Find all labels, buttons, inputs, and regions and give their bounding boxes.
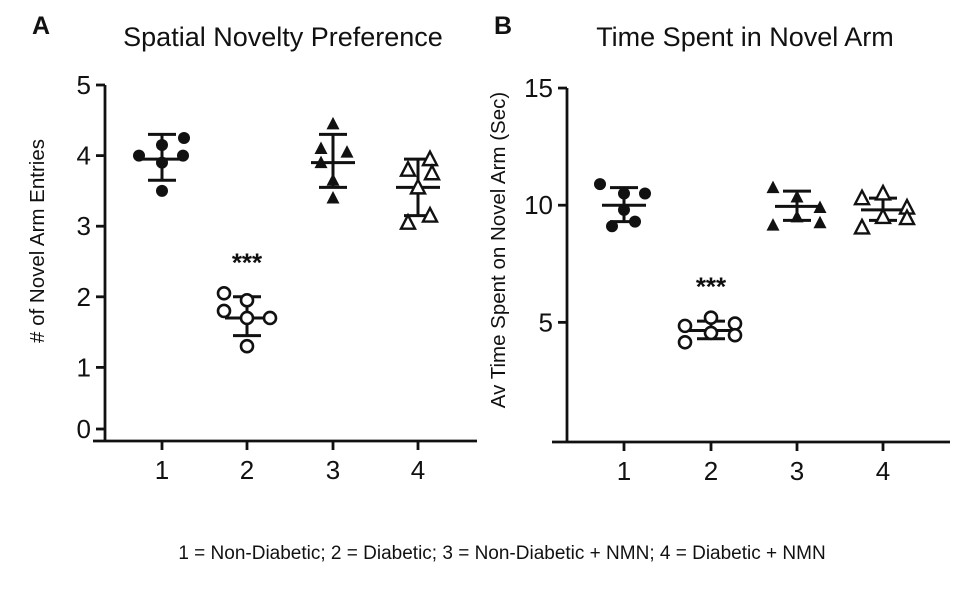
y-tick-label: 0 — [77, 414, 91, 444]
x-tick-label: 1 — [617, 456, 631, 486]
y-tick-label: 3 — [77, 211, 91, 241]
data-point-triangle-filled — [766, 180, 780, 194]
data-point-circle-filled — [639, 187, 651, 200]
data-point-triangle-open — [874, 206, 892, 225]
plot-b: 5 10 15 1 2 3 4 *** — [524, 73, 950, 486]
panel-a-y-axis-label: # of Novel Arm Entries — [26, 139, 49, 343]
data-point-triangle-filled — [326, 190, 340, 204]
data-point-circle-filled — [629, 215, 641, 228]
data-point-circle-open — [239, 293, 255, 308]
y-tick-label: 2 — [77, 282, 91, 312]
data-point-circle-open — [216, 303, 232, 319]
data-point-triangle-open — [421, 205, 439, 223]
data-point-triangle-filled — [314, 155, 328, 169]
y-tick-label: 1 — [77, 352, 91, 382]
data-point-circle-filled — [606, 220, 618, 233]
data-point-circle-open — [677, 334, 693, 350]
data-point-circle-open — [239, 310, 255, 326]
y-tick-label: 5 — [539, 307, 553, 337]
data-point-circle-filled — [178, 131, 190, 144]
y-tick-label: 4 — [77, 141, 91, 171]
x-tick-label: 2 — [240, 455, 254, 485]
data-point-circle-open — [262, 310, 278, 326]
data-point-triangle-open — [399, 212, 417, 230]
x-tick-label: 3 — [326, 455, 340, 485]
data-point-circle-open — [703, 310, 719, 325]
data-point-circle-open — [703, 325, 719, 341]
data-point-circle-filled — [133, 149, 145, 162]
data-point-triangle-open — [399, 159, 417, 177]
data-point-triangle-filled — [813, 215, 827, 229]
data-point-triangle-filled — [790, 189, 804, 203]
data-point-triangle-filled — [326, 173, 340, 186]
panel-b-title: Time Spent in Novel Arm — [596, 22, 894, 52]
data-point-circle-filled — [177, 149, 189, 162]
data-point-triangle-filled — [340, 145, 354, 158]
panel-a-label: A — [32, 12, 50, 40]
data-point-circle-open — [216, 285, 232, 301]
x-tick-label: 4 — [411, 455, 425, 485]
data-point-circle-filled — [594, 178, 606, 191]
x-tick-label: 3 — [790, 456, 804, 486]
data-point-triangle-open — [898, 207, 916, 226]
data-point-triangle-open — [409, 177, 427, 195]
data-point-triangle-filled — [766, 218, 780, 231]
data-point-triangle-open — [874, 183, 892, 201]
plot-a: 0 1 2 3 4 5 1 2 3 4 *** — [77, 70, 477, 485]
data-point-circle-open — [239, 338, 255, 354]
significance-stars: *** — [696, 272, 727, 302]
data-point-triangle-open — [423, 163, 441, 181]
panel-a-title: Spatial Novelty Preference — [123, 22, 443, 52]
data-point-circle-filled — [156, 139, 168, 152]
data-point-circle-open — [677, 318, 693, 334]
data-point-triangle-filled — [813, 200, 827, 214]
x-tick-label: 1 — [155, 455, 169, 485]
data-point-triangle-filled — [790, 209, 804, 223]
data-point-circle-filled — [618, 203, 630, 216]
data-point-triangle-open — [421, 149, 439, 167]
data-point-triangle-filled — [314, 141, 328, 155]
panel-b-y-axis-label: Av Time Spent on Novel Arm (Sec) — [487, 92, 510, 408]
data-point-triangle-open — [853, 217, 871, 235]
data-point-triangle-filled — [326, 116, 340, 130]
data-point-circle-open — [727, 327, 743, 343]
y-tick-label: 15 — [524, 73, 553, 103]
figure-caption: 1 = Non-Diabetic; 2 = Diabetic; 3 = Non-… — [178, 543, 825, 564]
panel-b-label: B — [494, 12, 512, 40]
data-point-circle-filled — [156, 156, 168, 169]
x-tick-label: 2 — [704, 456, 718, 486]
y-tick-label: 5 — [77, 70, 91, 100]
data-point-circle-open — [727, 316, 743, 331]
y-tick-label: 10 — [524, 190, 553, 220]
data-point-triangle-open — [853, 188, 871, 206]
data-point-circle-filled — [156, 184, 168, 197]
significance-stars: *** — [232, 247, 263, 277]
x-tick-label: 4 — [876, 456, 890, 486]
data-point-circle-filled — [618, 187, 630, 200]
